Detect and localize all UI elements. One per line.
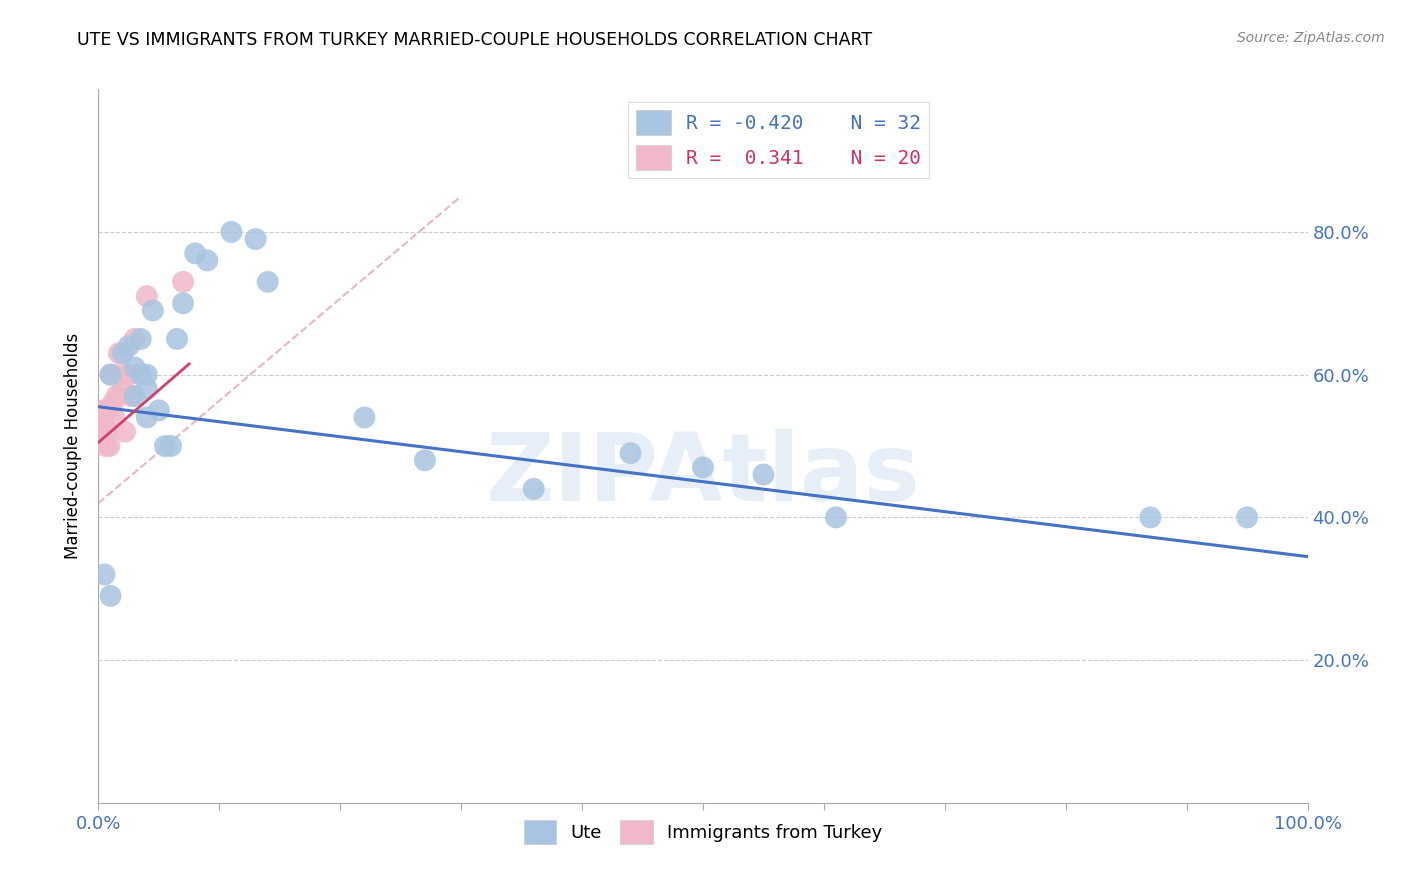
Point bbox=[172, 275, 194, 289]
Point bbox=[100, 368, 122, 382]
Point bbox=[523, 482, 546, 496]
Point bbox=[1236, 510, 1258, 524]
Point bbox=[195, 253, 218, 268]
Point bbox=[93, 567, 115, 582]
Point bbox=[111, 346, 134, 360]
Point bbox=[108, 346, 131, 360]
Legend: Ute, Immigrants from Turkey: Ute, Immigrants from Turkey bbox=[516, 814, 890, 851]
Point bbox=[118, 368, 141, 382]
Point bbox=[825, 510, 848, 524]
Point bbox=[245, 232, 267, 246]
Point bbox=[124, 332, 146, 346]
Point bbox=[1139, 510, 1161, 524]
Point bbox=[101, 396, 124, 410]
Point bbox=[124, 360, 146, 375]
Point bbox=[97, 403, 120, 417]
Y-axis label: Married-couple Households: Married-couple Households bbox=[65, 333, 83, 559]
Point bbox=[692, 460, 714, 475]
Point bbox=[93, 410, 115, 425]
Text: UTE VS IMMIGRANTS FROM TURKEY MARRIED-COUPLE HOUSEHOLDS CORRELATION CHART: UTE VS IMMIGRANTS FROM TURKEY MARRIED-CO… bbox=[77, 31, 873, 49]
Point bbox=[91, 403, 114, 417]
Point bbox=[135, 382, 157, 396]
Point bbox=[94, 439, 117, 453]
Point bbox=[100, 368, 122, 382]
Point bbox=[118, 339, 141, 353]
Point bbox=[105, 389, 128, 403]
Text: Source: ZipAtlas.com: Source: ZipAtlas.com bbox=[1237, 31, 1385, 45]
Point bbox=[413, 453, 436, 467]
Point bbox=[135, 289, 157, 303]
Point bbox=[90, 425, 112, 439]
Point bbox=[619, 446, 641, 460]
Point bbox=[353, 410, 375, 425]
Point bbox=[108, 368, 131, 382]
Point bbox=[103, 410, 125, 425]
Point bbox=[135, 410, 157, 425]
Point bbox=[98, 439, 121, 453]
Point bbox=[129, 368, 152, 382]
Point bbox=[166, 332, 188, 346]
Point bbox=[96, 425, 118, 439]
Point bbox=[100, 589, 122, 603]
Point bbox=[752, 467, 775, 482]
Point bbox=[124, 389, 146, 403]
Point bbox=[160, 439, 183, 453]
Point bbox=[111, 382, 134, 396]
Point bbox=[148, 403, 170, 417]
Point bbox=[153, 439, 176, 453]
Point bbox=[184, 246, 207, 260]
Point bbox=[221, 225, 243, 239]
Point bbox=[256, 275, 278, 289]
Point bbox=[142, 303, 165, 318]
Text: ZIPAtlas: ZIPAtlas bbox=[485, 428, 921, 521]
Point bbox=[129, 332, 152, 346]
Point bbox=[120, 389, 142, 403]
Point bbox=[114, 425, 136, 439]
Point bbox=[172, 296, 194, 310]
Point bbox=[135, 368, 157, 382]
